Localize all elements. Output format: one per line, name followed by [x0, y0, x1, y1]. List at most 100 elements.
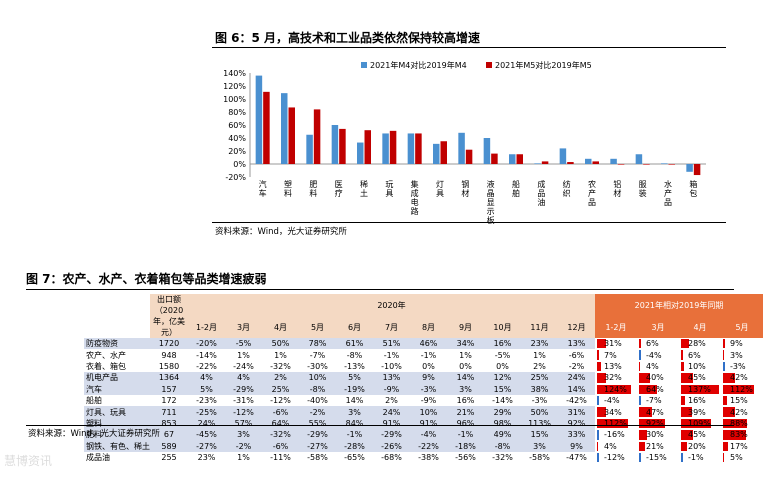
table-row: 机电产品 1364 4% 4% 2% 10% 5% 13% 9% 14% 12% 25% 24% 32% 4… — [84, 372, 763, 384]
growth-2020-cell: 1% — [225, 451, 262, 464]
x-tick-label: 塑料 — [284, 180, 292, 198]
growth-vs-2019-cell: 39% — [679, 406, 721, 418]
growth-2020-cell: -8% — [336, 349, 373, 361]
x-tick-label: 铝材 — [613, 179, 621, 198]
row-label: 机电产品 — [84, 372, 150, 384]
growth-2020-cell: 24% — [558, 372, 595, 384]
growth-2020-cell: 61% — [336, 338, 373, 350]
data-bar-label: 45% — [688, 430, 706, 440]
growth-2020-cell: 96% — [447, 417, 484, 430]
growth-2020-cell: -6% — [558, 349, 595, 361]
growth-2020-cell: -27% — [188, 440, 225, 452]
data-bar — [681, 373, 694, 383]
data-bar — [681, 407, 692, 417]
growth-2020-cell: 4% — [188, 372, 225, 384]
growth-2020-cell: 2% — [521, 360, 558, 373]
data-bar — [639, 430, 648, 440]
watermark: 慧博资讯 — [4, 454, 53, 468]
data-bar — [639, 339, 641, 349]
x-tick-label: 服装 — [639, 180, 647, 198]
data-bar — [681, 350, 683, 360]
growth-2020-cell: -24% — [225, 360, 262, 373]
growth-2020-cell: 25% — [521, 372, 558, 384]
y-tick-label: 60% — [228, 121, 246, 130]
data-bar-label: 47% — [646, 407, 664, 417]
data-bar-label: 15% — [730, 396, 748, 406]
bar-m4 — [509, 154, 516, 164]
growth-2020-cell: -28% — [336, 440, 373, 452]
data-bar — [639, 373, 651, 383]
header-month: 9月 — [447, 316, 484, 338]
data-bar-label: -4% — [646, 350, 662, 360]
table-row: 船舶 172 -23% -31% -12% -40% 14% 2% -9% 16% -14% -3% -… — [84, 394, 763, 407]
growth-2020-cell: -18% — [447, 440, 484, 452]
data-bar — [681, 395, 686, 406]
header-month: 7月 — [373, 316, 410, 338]
figure6-source-rule — [212, 222, 726, 223]
data-bar-label: 124% — [604, 384, 627, 394]
header-month: 5月 — [299, 316, 336, 338]
header-month: 4月 — [262, 316, 299, 338]
data-bar — [597, 350, 599, 360]
bar-m5 — [491, 153, 498, 164]
growth-2020-cell: 92% — [558, 417, 595, 430]
growth-vs-2019-cell: -12% — [595, 451, 637, 464]
growth-2020-cell: 23% — [188, 451, 225, 464]
data-bar — [723, 430, 747, 440]
data-bar-label: -1% — [688, 453, 704, 463]
data-bar — [723, 339, 726, 349]
growth-2020-cell: 46% — [410, 338, 447, 350]
growth-vs-2019-cell: 83% — [721, 429, 763, 441]
bar-m4 — [661, 163, 668, 164]
growth-2020-cell: -1% — [447, 429, 484, 441]
bar-m5 — [364, 130, 371, 164]
data-bar — [639, 384, 657, 394]
bar-m5 — [313, 109, 321, 164]
bar-chart: -20% 0% 20% 40% 60% 80% 100% 120% 140% 汽车塑料肥料医疗稀土… — [223, 60, 706, 225]
header-month: 8月 — [410, 316, 447, 338]
data-bar-label: 112% — [730, 384, 753, 394]
data-bar — [597, 441, 599, 451]
growth-2020-cell: -29% — [299, 429, 336, 441]
legend-swatch — [486, 62, 492, 68]
row-label: 塑料 — [84, 417, 150, 430]
growth-vs-2019-cell: 32% — [595, 372, 637, 384]
growth-2020-cell: 0% — [447, 360, 484, 373]
data-bar — [681, 361, 684, 372]
header-compare-month: 4月 — [679, 316, 721, 338]
growth-vs-2019-cell: -7% — [637, 394, 679, 407]
growth-2020-cell: 14% — [447, 372, 484, 384]
growth-vs-2019-cell: 10% — [679, 360, 721, 373]
growth-2020-cell: 0% — [484, 360, 521, 373]
growth-vs-2019-cell: 42% — [721, 406, 763, 418]
data-bar — [597, 384, 632, 394]
y-tick-label: -20% — [225, 173, 246, 182]
growth-2020-cell: -7% — [299, 349, 336, 361]
data-bar-label: 40% — [646, 373, 664, 383]
data-bar-label: -7% — [646, 396, 662, 406]
x-tick-label: 医疗 — [335, 180, 343, 198]
bar-m4 — [458, 132, 465, 164]
figure7-title-rule — [26, 289, 734, 290]
growth-2020-cell: -45% — [188, 429, 225, 441]
data-bar — [723, 395, 728, 406]
growth-2020-cell: 15% — [521, 429, 558, 441]
row-label: 衣着、箱包 — [84, 360, 150, 373]
growth-2020-cell: -2% — [558, 360, 595, 373]
growth-2020-cell: -40% — [299, 394, 336, 407]
growth-2020-cell: 12% — [484, 372, 521, 384]
growth-vs-2019-cell: 47% — [637, 406, 679, 418]
data-bar-label: 31% — [604, 339, 622, 349]
growth-2020-cell: -12% — [262, 394, 299, 407]
growth-2020-cell: 1% — [262, 349, 299, 361]
bar-m5 — [567, 162, 574, 164]
growth-vs-2019-cell: 92% — [637, 417, 679, 430]
growth-2020-cell: 84% — [336, 417, 373, 430]
bar-m4 — [635, 154, 643, 164]
bar-m4 — [407, 133, 415, 164]
data-bar — [723, 361, 725, 372]
bar-m5 — [415, 133, 422, 164]
figure6-title-rule — [212, 47, 726, 48]
growth-vs-2019-cell: 6% — [679, 349, 721, 361]
growth-2020-cell: -23% — [188, 394, 225, 407]
